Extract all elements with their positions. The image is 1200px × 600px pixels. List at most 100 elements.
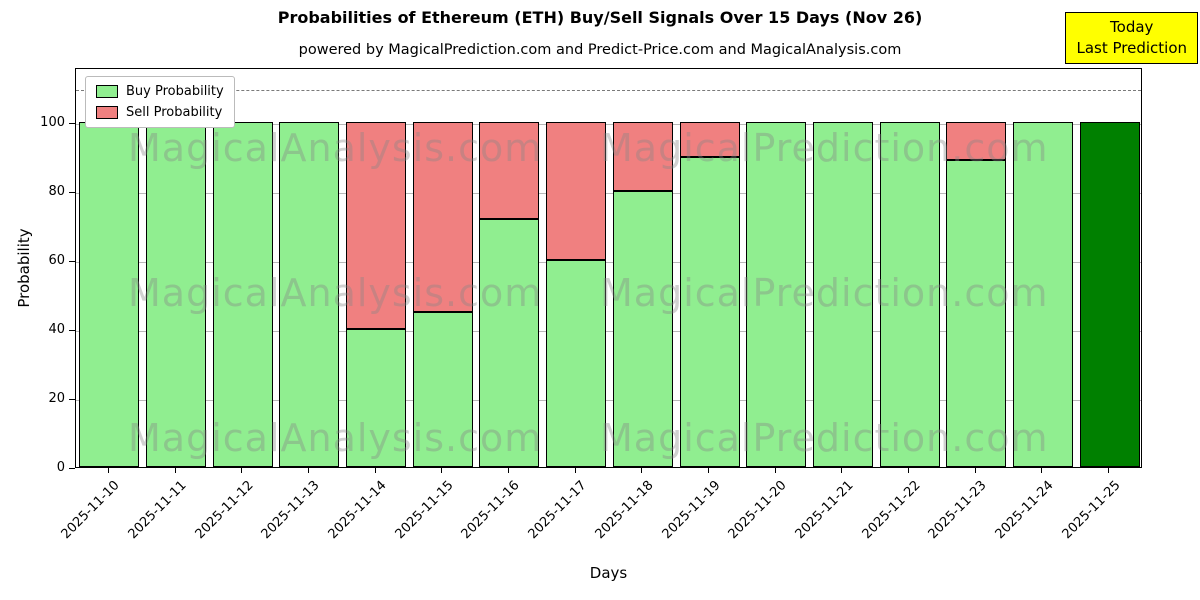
x-tick-label: 2025-11-15 bbox=[392, 478, 457, 543]
x-axis-label: Days bbox=[589, 564, 628, 582]
watermark-right: MagicalPrediction.com bbox=[600, 416, 1049, 460]
bar-2025-11-19 bbox=[679, 122, 740, 467]
x-tick-label: 2025-11-17 bbox=[525, 478, 590, 543]
y-gridline bbox=[76, 192, 1141, 194]
bar-2025-11-12 bbox=[212, 122, 273, 467]
y-tick-label: 0 bbox=[56, 460, 65, 475]
bar-2025-11-25 bbox=[1079, 122, 1140, 467]
bar-segment-sell bbox=[412, 122, 473, 312]
x-tick-mark bbox=[174, 468, 176, 473]
x-tick-mark bbox=[1108, 468, 1110, 473]
x-tick-label: 2025-11-19 bbox=[659, 478, 724, 543]
y-tick-label: 80 bbox=[48, 184, 65, 200]
x-tick-label: 2025-11-16 bbox=[459, 478, 524, 543]
x-tick-mark bbox=[641, 468, 643, 473]
y-tick-label: 100 bbox=[40, 115, 65, 131]
bar-2025-11-24 bbox=[1012, 122, 1073, 467]
bar-segment-buy bbox=[412, 311, 473, 467]
bar-2025-11-17 bbox=[546, 122, 607, 467]
legend-label-buy: Buy Probability bbox=[126, 84, 224, 99]
today-annotation-box: Today Last Prediction bbox=[1065, 12, 1198, 64]
x-tick-label: 2025-11-25 bbox=[1059, 478, 1124, 543]
x-tick-label: 2025-11-24 bbox=[992, 478, 1057, 543]
x-tick-mark bbox=[974, 468, 976, 473]
x-tick-mark bbox=[107, 468, 109, 473]
y-tick-label: 60 bbox=[48, 253, 65, 269]
watermark-left: MagicalAnalysis.com bbox=[128, 126, 543, 170]
y-tick-mark bbox=[69, 260, 75, 262]
bar-segment-buy bbox=[879, 122, 940, 467]
x-tick-mark bbox=[1041, 468, 1043, 473]
x-tick-label: 2025-11-23 bbox=[925, 478, 990, 543]
y-tick-mark bbox=[69, 122, 75, 124]
bar-segment-buy bbox=[279, 122, 340, 467]
x-tick-label: 2025-11-22 bbox=[859, 478, 924, 543]
bar-segment-buy bbox=[612, 191, 673, 467]
bar-segment-sell bbox=[679, 122, 740, 157]
watermark-right: MagicalPrediction.com bbox=[600, 271, 1049, 315]
plot-area bbox=[75, 68, 1142, 468]
bar-2025-11-10 bbox=[79, 122, 140, 467]
bar-segment-buy bbox=[1079, 122, 1140, 467]
x-tick-mark bbox=[307, 468, 309, 473]
x-tick-mark bbox=[708, 468, 710, 473]
bar-segment-sell bbox=[479, 122, 540, 219]
today-annotation-line1: Today bbox=[1110, 18, 1154, 36]
x-tick-label: 2025-11-14 bbox=[325, 478, 390, 543]
legend-swatch-buy bbox=[96, 85, 118, 98]
today-annotation-line2: Last Prediction bbox=[1076, 39, 1187, 57]
x-tick-label: 2025-11-18 bbox=[592, 478, 657, 543]
x-tick-mark bbox=[774, 468, 776, 473]
bar-2025-11-13 bbox=[279, 122, 340, 467]
bar-segment-buy bbox=[946, 160, 1007, 467]
legend-swatch-sell bbox=[96, 106, 118, 119]
y-gridline bbox=[76, 261, 1141, 263]
x-tick-mark bbox=[841, 468, 843, 473]
bar-2025-11-20 bbox=[746, 122, 807, 467]
legend-label-sell: Sell Probability bbox=[126, 105, 223, 120]
x-tick-label: 2025-11-20 bbox=[725, 478, 790, 543]
bar-segment-sell bbox=[612, 122, 673, 192]
x-tick-label: 2025-11-10 bbox=[58, 478, 123, 543]
bar-2025-11-22 bbox=[879, 122, 940, 467]
y-tick-label: 20 bbox=[48, 391, 65, 407]
chart-title: Probabilities of Ethereum (ETH) Buy/Sell… bbox=[277, 8, 923, 27]
y-tick-mark bbox=[69, 191, 75, 193]
x-tick-mark bbox=[441, 468, 443, 473]
x-tick-mark bbox=[374, 468, 376, 473]
watermark-right: MagicalPrediction.com bbox=[600, 126, 1049, 170]
watermark-left: MagicalAnalysis.com bbox=[128, 271, 543, 315]
bar-segment-buy bbox=[212, 122, 273, 467]
x-tick-mark bbox=[507, 468, 509, 473]
dashed-reference-line bbox=[76, 89, 1141, 91]
y-gridline bbox=[76, 123, 1141, 125]
y-tick-mark bbox=[69, 329, 75, 331]
legend-item-sell: Sell Probability bbox=[96, 105, 224, 120]
bar-segment-buy bbox=[546, 260, 607, 467]
x-tick-label: 2025-11-21 bbox=[792, 478, 857, 543]
bar-segment-sell bbox=[346, 122, 407, 330]
bar-segment-buy bbox=[79, 122, 140, 467]
bar-segment-sell bbox=[946, 122, 1007, 161]
y-tick-mark bbox=[69, 467, 75, 469]
bar-segment-buy bbox=[812, 122, 873, 467]
bar-segment-buy bbox=[479, 218, 540, 467]
bar-segment-buy bbox=[1012, 122, 1073, 467]
bar-2025-11-14 bbox=[346, 122, 407, 467]
x-tick-mark bbox=[241, 468, 243, 473]
watermark-left: MagicalAnalysis.com bbox=[128, 416, 543, 460]
y-tick-label: 40 bbox=[48, 322, 65, 338]
bar-2025-11-15 bbox=[412, 122, 473, 467]
x-tick-label: 2025-11-12 bbox=[192, 478, 257, 543]
x-tick-mark bbox=[908, 468, 910, 473]
bar-segment-buy bbox=[679, 156, 740, 467]
legend-item-buy: Buy Probability bbox=[96, 84, 224, 99]
bar-segment-buy bbox=[746, 122, 807, 467]
legend: Buy Probability Sell Probability bbox=[85, 76, 235, 128]
bar-segment-sell bbox=[546, 122, 607, 261]
bar-segment-buy bbox=[346, 329, 407, 467]
bar-2025-11-18 bbox=[612, 122, 673, 467]
y-gridline bbox=[76, 330, 1141, 332]
x-tick-mark bbox=[574, 468, 576, 473]
